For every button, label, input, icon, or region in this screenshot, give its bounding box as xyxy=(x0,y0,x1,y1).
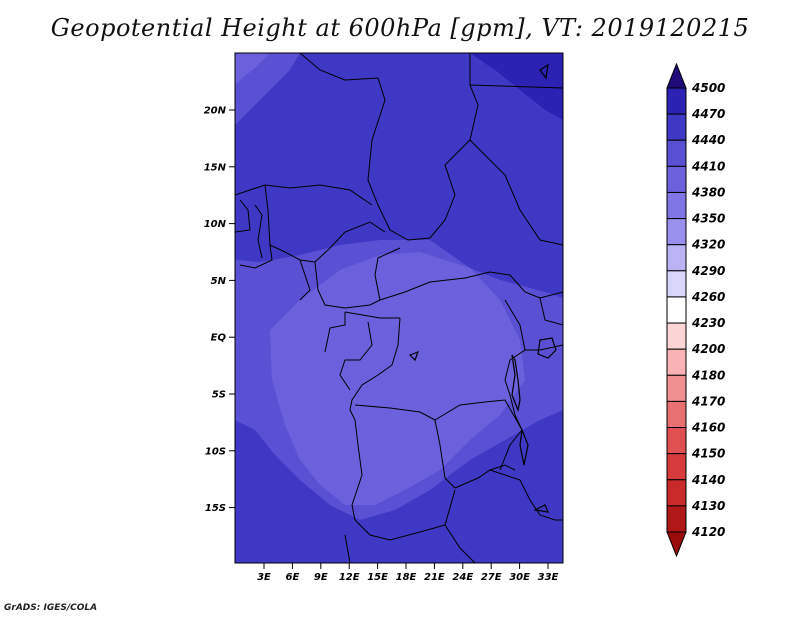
colorbar-box xyxy=(666,374,687,402)
field-4380-topleft xyxy=(235,53,270,85)
lon-tick-label: 24E xyxy=(452,572,473,583)
longitude-axis: 3E 6E 9E 12E 15E 18E 21E 24E 27E 30E 33E xyxy=(257,563,559,583)
colorbar-box xyxy=(666,191,687,220)
colorbar-level-label: 4120 xyxy=(691,525,725,539)
colorbar-box xyxy=(666,322,687,350)
lat-tick-label: 20N xyxy=(204,106,227,117)
lat-tick-label: EQ xyxy=(211,333,227,344)
colorbar-box xyxy=(666,427,687,455)
colorbar-box xyxy=(666,453,687,481)
colorbar-box xyxy=(666,505,687,533)
lon-tick-label: 33E xyxy=(538,572,559,583)
lon-tick-label: 27E xyxy=(481,572,502,583)
colorbar-level-label: 4470 xyxy=(691,107,725,121)
lat-tick-label: 15S xyxy=(205,503,226,514)
lon-tick-label: 15E xyxy=(367,572,388,583)
colorbar-top-arrow xyxy=(666,62,687,89)
colorbar-level-label: 4170 xyxy=(691,394,725,408)
colorbar-bottom-arrow xyxy=(666,531,687,558)
lon-tick-label: 3E xyxy=(257,572,271,583)
lat-tick-label: 15N xyxy=(204,162,227,173)
colorbar-level-label: 4140 xyxy=(691,473,725,487)
map-frame xyxy=(234,52,564,564)
colorbar-box xyxy=(666,400,687,429)
colorbar-level-label: 4180 xyxy=(691,368,725,382)
field-4380-center xyxy=(270,252,525,505)
lakes xyxy=(408,63,557,513)
colorbar-box xyxy=(666,113,687,141)
colorbar-box xyxy=(666,479,687,507)
lon-tick-label: 6E xyxy=(286,572,300,583)
colorbar-level-label: 4200 xyxy=(691,342,725,356)
lon-tick-label: 9E xyxy=(314,572,328,583)
lon-tick-label: 18E xyxy=(396,572,417,583)
colorbar-level-label: 4230 xyxy=(691,316,725,330)
lon-tick-label: 30E xyxy=(509,572,530,583)
lat-tick-label: 5S xyxy=(212,390,226,401)
lon-tick-label: 21E xyxy=(424,572,445,583)
colorbar-level-label: 4440 xyxy=(691,133,725,147)
lat-tick-label: 10S xyxy=(205,446,226,457)
colorbar-box xyxy=(666,218,687,246)
colorbar-box xyxy=(666,270,687,298)
colorbar-level-label: 4410 xyxy=(691,159,725,173)
colorbar-level-label: 4380 xyxy=(691,185,725,199)
colorbar-level-label: 4150 xyxy=(691,447,725,461)
colorbar-level-label: 4350 xyxy=(691,212,725,226)
map-title: Geopotential Height at 600hPa [gpm], VT:… xyxy=(50,14,750,42)
colorbar-box xyxy=(666,165,687,193)
colorbar-box xyxy=(666,348,687,376)
colorbar-level-label: 4320 xyxy=(691,238,725,252)
lon-tick-label: 12E xyxy=(339,572,360,583)
colorbar-level-label: 4130 xyxy=(691,499,725,513)
colorbar-box xyxy=(666,139,687,167)
latitude-axis: 20N 15N 10N 5N EQ 5S 10S 15S xyxy=(204,106,235,514)
colorbar-level-label: 4260 xyxy=(691,290,725,304)
colorbar-box xyxy=(666,244,687,272)
colorbar-box xyxy=(666,87,687,115)
colorbar-level-label: 4160 xyxy=(691,421,725,435)
field-4440 xyxy=(235,53,563,298)
colorbar xyxy=(666,62,687,558)
lat-tick-label: 10N xyxy=(204,219,227,230)
country-borders xyxy=(235,53,563,563)
credit-text: GrADS: IGES/COLA xyxy=(4,603,98,613)
field-4440-south xyxy=(235,410,563,563)
colorbar-level-label: 4290 xyxy=(691,264,725,278)
lat-tick-label: 5N xyxy=(211,276,227,287)
colorbar-level-label: 4500 xyxy=(691,81,725,95)
colorbar-labels: 4500 4470 4440 4410 4380 4350 4320 4290 4260 4230… xyxy=(691,81,725,539)
colorbar-box xyxy=(666,296,687,324)
